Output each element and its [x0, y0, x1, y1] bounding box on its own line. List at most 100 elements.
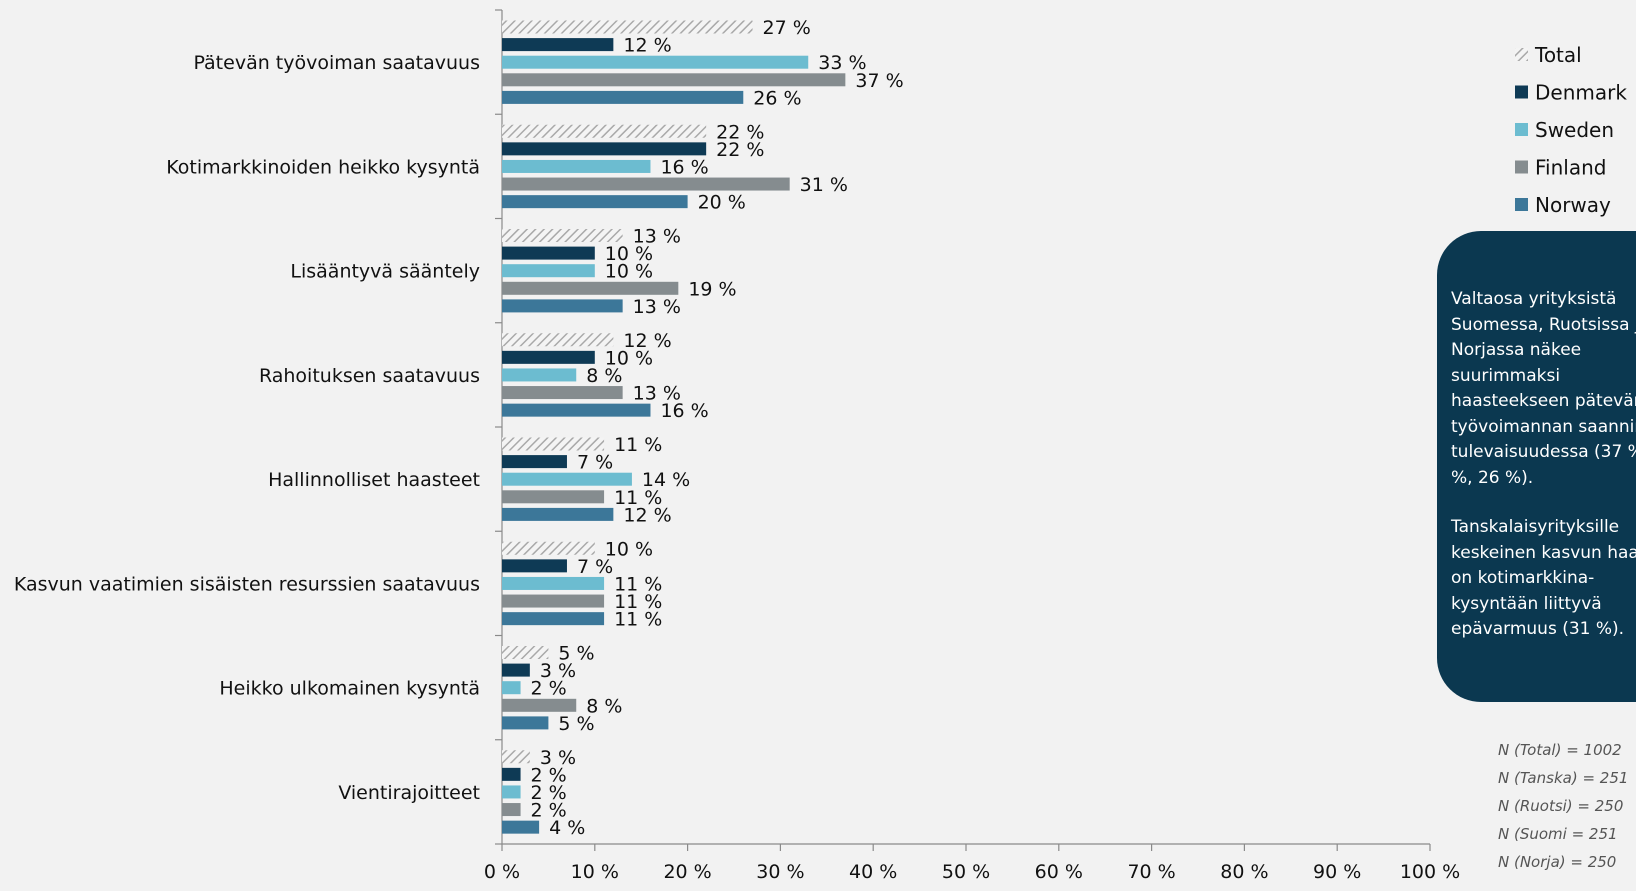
- bar-total: [502, 750, 530, 764]
- data-label: 14 %: [642, 469, 690, 491]
- legend-label-denmark: Denmark: [1535, 81, 1627, 105]
- callout-paragraph-1: Valtaosa yrityksistä Suomessa, Ruotsissa…: [1451, 289, 1636, 488]
- bar-norway: [502, 716, 549, 730]
- data-label: 10 %: [605, 261, 653, 283]
- data-label: 11 %: [614, 434, 662, 456]
- data-label: 22 %: [716, 139, 764, 161]
- data-label: 5 %: [558, 643, 594, 665]
- category-label: Kotimarkkinoiden heikko kysyntä: [166, 156, 480, 178]
- bar-norway: [502, 195, 688, 209]
- data-label: 2 %: [531, 800, 567, 822]
- bar-denmark: [502, 246, 595, 260]
- data-label: 2 %: [531, 782, 567, 804]
- x-tick-label: 20 %: [663, 861, 711, 883]
- category-label: Pätevän työvoiman saatavuus: [193, 52, 480, 74]
- bar-denmark: [502, 142, 707, 156]
- data-label: 19 %: [688, 278, 736, 300]
- data-label: 11 %: [614, 591, 662, 613]
- x-tick-label: 80 %: [1220, 861, 1268, 883]
- bar-norway: [502, 299, 623, 313]
- note-norway: N (Norja) = 250: [1498, 853, 1617, 871]
- bar-denmark: [502, 663, 530, 677]
- data-label: 3 %: [540, 747, 576, 769]
- note-sweden: N (Ruotsi) = 250: [1498, 797, 1624, 815]
- data-label: 13 %: [633, 383, 681, 405]
- data-label: 7 %: [577, 556, 613, 578]
- category-label: Rahoituksen saatavuus: [259, 365, 480, 387]
- bar-total: [502, 541, 595, 555]
- data-label: 11 %: [614, 573, 662, 595]
- legend-swatch-norway: [1515, 198, 1528, 211]
- x-tick-label: 50 %: [942, 861, 990, 883]
- bar-total: [502, 20, 753, 34]
- data-label: 2 %: [531, 678, 567, 700]
- data-label: 12 %: [623, 504, 671, 526]
- bar-total: [502, 229, 623, 242]
- data-label: 33 %: [818, 52, 866, 74]
- data-label: 10 %: [605, 347, 653, 369]
- sample-size-notes: N (Total) = 1002 N (Tanska) = 251 N (Ruo…: [1498, 736, 1628, 876]
- data-label: 8 %: [586, 695, 622, 717]
- x-tick-label: 90 %: [1313, 861, 1361, 883]
- data-label: 12 %: [623, 330, 671, 352]
- note-total: N (Total) = 1002: [1498, 741, 1622, 759]
- x-tick-label: 70 %: [1127, 861, 1175, 883]
- data-label: 11 %: [614, 609, 662, 631]
- legend-swatch-sweden: [1515, 123, 1528, 136]
- bar-finland: [502, 490, 605, 504]
- bar-denmark: [502, 455, 567, 469]
- bar-norway: [502, 820, 540, 834]
- data-label: 20 %: [698, 192, 746, 214]
- chart-labels: 0 % 10 % 20 % 30 % 40 % 50 % 60 % 70 % 80 % 90 % 1…: [14, 17, 1460, 883]
- data-label: 26 %: [753, 87, 801, 109]
- legend-label-norway: Norway: [1535, 193, 1611, 217]
- data-label: 4 %: [549, 817, 585, 839]
- legend-label-sweden: Sweden: [1535, 118, 1614, 142]
- bar-total: [502, 333, 614, 347]
- bar-finland: [502, 803, 521, 817]
- chart-bars: [502, 20, 846, 834]
- bar-norway: [502, 507, 614, 521]
- x-tick-label: 40 %: [849, 861, 897, 883]
- data-label: 12 %: [623, 35, 671, 57]
- category-label: Heikko ulkomainen kysyntä: [219, 678, 480, 700]
- bar-denmark: [502, 38, 614, 52]
- bar-sweden: [502, 785, 521, 799]
- x-tick-label: 0 %: [484, 861, 520, 883]
- data-label: 27 %: [763, 17, 811, 39]
- bar-sweden: [502, 576, 605, 590]
- data-label: 16 %: [660, 400, 708, 422]
- legend-label-total: Total: [1534, 43, 1582, 67]
- bar-finland: [502, 177, 790, 191]
- category-label: Kasvun vaatimien sisäisten resurssien sa…: [14, 573, 480, 595]
- chart-legend: Total Denmark Sweden Finland Norway: [1515, 43, 1627, 217]
- data-label: 5 %: [558, 713, 594, 735]
- bar-norway: [502, 612, 605, 626]
- category-label: Lisääntyvä sääntely: [290, 261, 480, 283]
- data-label: 16 %: [660, 156, 708, 178]
- bar-finland: [502, 594, 605, 608]
- category-label: Hallinnolliset haasteet: [268, 469, 480, 491]
- data-label: 22 %: [716, 121, 764, 143]
- callout-paragraph-2: Tanskalaisyrityksille keskeinen kasvun h…: [1451, 517, 1636, 639]
- bar-norway: [502, 403, 651, 417]
- bar-finland: [502, 698, 577, 712]
- bar-denmark: [502, 767, 521, 781]
- data-label: 7 %: [577, 452, 613, 474]
- bar-finland: [502, 386, 623, 400]
- x-tick-label: 30 %: [756, 861, 804, 883]
- callout-box: Valtaosa yrityksistä Suomessa, Ruotsissa…: [1437, 231, 1636, 702]
- x-tick-label: 60 %: [1035, 861, 1083, 883]
- bar-finland: [502, 281, 679, 295]
- bar-norway: [502, 90, 744, 104]
- data-label: 11 %: [614, 487, 662, 509]
- data-label: 13 %: [633, 296, 681, 318]
- legend-swatch-denmark: [1515, 85, 1528, 99]
- bar-sweden: [502, 681, 521, 695]
- bar-finland: [502, 73, 846, 87]
- legend-swatch-finland: [1515, 160, 1528, 174]
- legend-label-finland: Finland: [1535, 156, 1606, 180]
- bar-sweden: [502, 472, 632, 486]
- bar-total: [502, 646, 549, 659]
